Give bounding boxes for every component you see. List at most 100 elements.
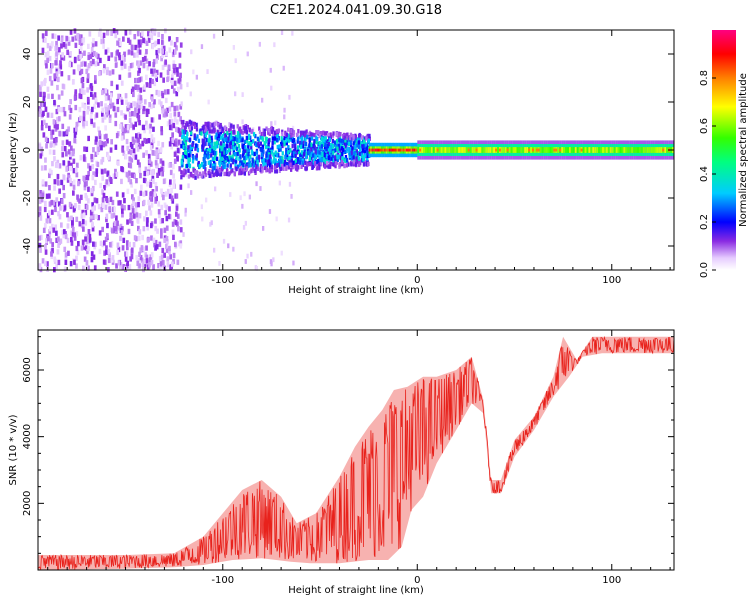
spectrogram-cell [74, 104, 78, 111]
spectrogram-cell [155, 162, 158, 169]
spectrogram-cell [92, 58, 95, 65]
spectrogram-cell [62, 55, 66, 61]
colorbar-tick-label: 0.4 [699, 166, 710, 182]
spectrogram-cell [138, 49, 142, 55]
spectrogram-cell [153, 80, 157, 87]
spectrogram-cell [211, 156, 214, 161]
spectrogram-cell [166, 107, 169, 113]
spectrogram-cell [216, 136, 219, 141]
spectrogram-cell [50, 134, 53, 140]
spectrogram-cell [104, 106, 108, 113]
spectrogram-cell [283, 107, 286, 113]
spectrogram-cell [137, 44, 140, 50]
spectrogram-cell [82, 212, 86, 218]
spectrogram-cell [196, 134, 199, 139]
spectrogram-cell [143, 55, 147, 62]
spectrogram-cell [448, 147, 451, 153]
spectrogram-cell [227, 157, 230, 162]
spectrogram-cell [50, 199, 54, 206]
spectrogram-cell [138, 104, 141, 110]
spectrogram-cell [485, 147, 488, 153]
spectrogram-cell [384, 148, 386, 152]
spectrogram-cell [117, 37, 121, 44]
spectrogram-cell [103, 185, 106, 191]
spectrogram-cell [336, 131, 339, 137]
spectrogram-cell [137, 196, 141, 202]
spectrogram-cell [48, 172, 51, 179]
spectrogram-cell [292, 260, 295, 266]
spectrogram-cell [162, 112, 166, 118]
spectrogram-cell [161, 39, 164, 45]
spectrogram-cell [223, 131, 226, 136]
spectrogram-cell [280, 159, 283, 164]
spectrogram-cell [207, 170, 210, 176]
spectrogram-cell [244, 126, 247, 131]
spectrogram-cell [69, 99, 72, 105]
spectrogram-cell [94, 75, 97, 81]
spectrogram-cell [237, 138, 240, 143]
spectrogram-cell [232, 138, 235, 143]
spectrogram-cell [46, 213, 50, 219]
spectrogram-cell [87, 186, 90, 192]
spectrogram-cell [592, 147, 595, 153]
spectrogram-cell [224, 156, 227, 161]
spectrogram-cell [213, 141, 217, 146]
spectrogram-cell [138, 67, 141, 74]
spectrogram-cell [192, 121, 195, 126]
spectrogram-cell [91, 51, 94, 57]
spectrogram-cell [202, 171, 205, 176]
spectrogram-cell [355, 152, 359, 158]
spectrogram-cell [344, 149, 347, 154]
spectrogram-cell [182, 144, 185, 150]
spectrogram-cell [137, 132, 140, 138]
spectrogram-cell [333, 155, 337, 160]
spectrogram-cell [145, 254, 149, 260]
spectrogram-cell [164, 108, 167, 114]
spectrogram-cell [110, 30, 113, 36]
spectrogram-cell [227, 128, 231, 133]
spectrogram-cell [340, 138, 343, 143]
spectrogram-cell [163, 227, 167, 233]
spectrogram-cell [216, 129, 219, 134]
spectrogram-cell [158, 114, 161, 120]
spectrogram-cell [69, 107, 73, 114]
spectrogram-cell [67, 250, 70, 256]
spectrogram-cell [101, 111, 104, 117]
spectrogram-cell [211, 163, 215, 168]
spectrogram-cell [310, 155, 313, 160]
spectrogram-cell [78, 70, 82, 76]
spectrogram-cell [537, 148, 540, 152]
spectrogram-cell [106, 138, 109, 144]
spectrogram-cell [194, 175, 197, 180]
spectrogram-cell [303, 149, 306, 154]
spectrogram-cell [298, 160, 302, 165]
colorbar-label: Normalized spectral amplitude [738, 73, 749, 227]
spectrogram-cell [287, 145, 290, 150]
spectrogram-cell [51, 161, 54, 167]
spectrogram-cell [142, 63, 146, 69]
spectrogram-cell [120, 229, 124, 236]
spectrogram-cell [165, 225, 169, 231]
spectrogram-cell [48, 218, 52, 224]
spectrogram-cell [363, 144, 366, 150]
spectrogram-cell [357, 144, 360, 149]
spectrogram-cell [179, 243, 183, 249]
spectrogram-cell [635, 147, 638, 153]
spectrogram-cell [155, 244, 159, 250]
spectrogram-cell [293, 163, 296, 169]
spectrogram-cell [308, 143, 311, 148]
spectrogram-cell [146, 237, 150, 243]
spectrogram-cell [152, 178, 155, 184]
spectrogram-cell [127, 176, 131, 183]
spectrogram-cell [91, 175, 95, 181]
spectrogram-cell [111, 228, 114, 234]
spectrogram-cell [255, 150, 258, 155]
spectrogram-cell [219, 167, 222, 173]
spectrogram-cell [324, 136, 327, 141]
spectrogram-cell [295, 164, 298, 169]
spectrogram-cell [177, 111, 181, 118]
spectrogram-cell [267, 130, 270, 135]
spectrogram-cell [178, 166, 182, 172]
spectrogram-cell [190, 145, 193, 150]
spectrogram-cell [249, 154, 252, 159]
